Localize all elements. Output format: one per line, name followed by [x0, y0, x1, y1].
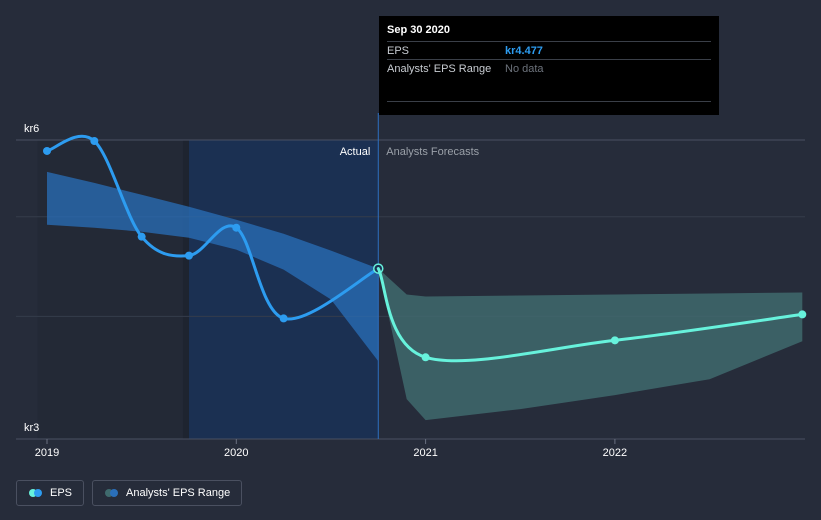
- tooltip-range-label: Analysts' EPS Range: [387, 62, 492, 75]
- legend-item-eps[interactable]: EPS: [16, 480, 85, 506]
- eps-point-actual: [279, 314, 288, 323]
- tooltip-row-range: Analysts' EPS Range No data: [387, 59, 711, 77]
- x-tick-label: 2019: [35, 447, 59, 459]
- eps-point-actual: [184, 251, 193, 260]
- region-label-actual: Actual: [340, 146, 371, 158]
- eps-tooltip: Sep 30 2020 EPS kr4.477 Analysts' EPS Ra…: [379, 16, 719, 115]
- x-tick-label: 2020: [224, 447, 248, 459]
- eps-point-forecast: [610, 336, 619, 345]
- y-tick-label: kr6: [24, 123, 39, 135]
- legend-eps-label: EPS: [50, 487, 73, 499]
- eps-point-actual: [232, 223, 241, 232]
- tooltip-date: Sep 30 2020: [387, 24, 450, 36]
- legend-eps-range-label: Analysts' EPS Range: [126, 487, 231, 499]
- chart-legend: EPS Analysts' EPS Range: [16, 480, 243, 506]
- eps-line-forecast: [376, 267, 804, 363]
- eps-point-forecast: [798, 310, 807, 319]
- eps-point-actual: [43, 146, 51, 155]
- eps-point-actual: [137, 232, 146, 241]
- x-tick-label: 2021: [413, 447, 437, 459]
- legend-item-eps-range[interactable]: Analysts' EPS Range: [92, 480, 243, 506]
- eps-range-band-actual: [47, 171, 379, 362]
- y-tick-label: kr3: [24, 422, 39, 434]
- eps-range-swatch-icon: [105, 489, 119, 497]
- eps-point-forecast: [421, 353, 430, 362]
- tooltip-eps-label: EPS: [387, 44, 410, 57]
- past-shade-edge: [182, 140, 189, 439]
- tooltip-range-value: No data: [505, 62, 544, 75]
- eps-swatch-icon: [29, 489, 42, 497]
- tooltip-eps-value: kr4.477: [505, 44, 543, 57]
- tooltip-divider: [387, 101, 711, 102]
- x-tick-label: 2022: [603, 447, 627, 459]
- region-label-forecast: Analysts Forecasts: [386, 146, 479, 158]
- eps-point-actual: [90, 136, 99, 145]
- tooltip-row-eps: EPS kr4.477: [387, 41, 711, 59]
